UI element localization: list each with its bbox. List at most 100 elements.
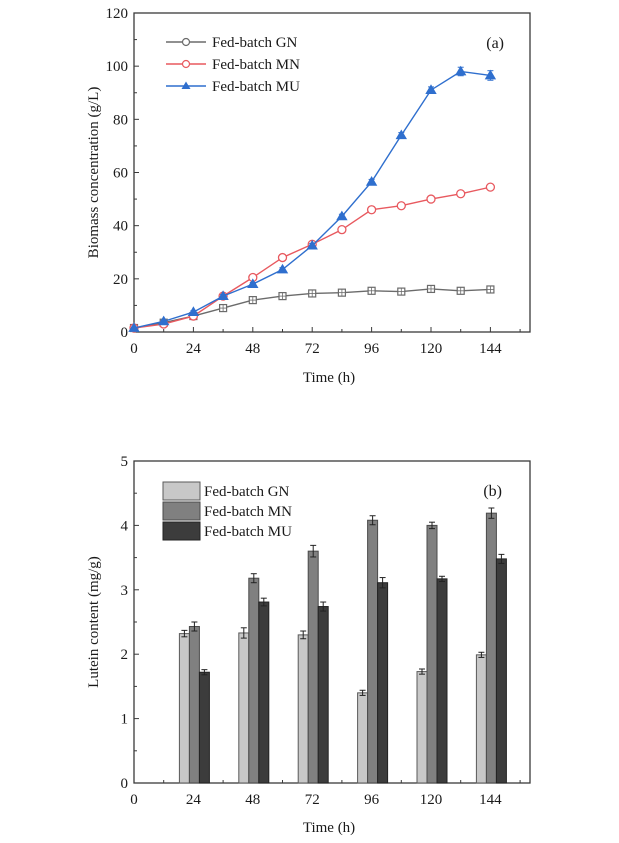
panel-b-y-tick-label: 2 [121,647,129,663]
panel-b-bar [297,634,309,784]
panel-b-x-axis-title: Time (h) [303,820,355,836]
panel-a-x-tick-label: 120 [420,341,443,357]
panel-a-y-tick-label: 120 [106,6,129,22]
panel-a-data-point [456,189,466,199]
panel-a-x-tick-label: 48 [245,341,260,357]
panel-a-x-tick-label: 96 [364,341,380,357]
panel-b-bar [495,558,507,784]
panel-a-legend-marker [181,81,191,89]
panel-b-bar [178,633,190,784]
panel-b-bar [198,671,210,784]
panel-b-legend-swatch [162,481,201,501]
panel-a-y-tick-label: 0 [121,325,129,341]
panel-a-legend-item: Fed-batch GN [166,35,298,51]
panel-a-data-point [455,65,467,76]
panel-a-series-line [133,186,491,329]
panel-b-y-tick-label: 3 [121,583,129,599]
panel-a-data-point [484,69,497,80]
panel-b-x-tick-label: 0 [130,792,138,808]
panel-b-legend-label: Fed-batch GN [204,484,290,500]
panel-a-x-tick-label: 144 [479,341,502,357]
panel-b-x-tick-label: 96 [364,792,380,808]
panel-a-data-point [396,201,406,211]
panel-a-legend-marker [181,37,191,47]
panel-b-legend: Fed-batch GN Fed-batch MN Fed-batch MU [162,481,292,541]
panel-b-bar [367,519,379,784]
panel-b-y-tick-label: 0 [121,776,129,792]
panel-a-data-point [128,322,140,332]
panel-a-series-fed-batch-mu [128,65,497,332]
panel-a-data-point [247,278,259,289]
panel-a-data-point [426,194,436,204]
panel-a-data-point [336,210,348,221]
panel-a-y-tick-label: 80 [113,112,128,128]
panel-a-legend-item: Fed-batch MU [166,79,300,95]
panel-b-legend-item: Fed-batch MU [162,521,292,541]
panel-a-y-tick-label: 20 [113,272,128,288]
panel-a-data-point [158,315,170,326]
panel-a-plot-area: 0 24 48 72 96 120 144 0 20 40 60 80 100 120 [106,6,531,357]
panel-b-x-tick-label: 120 [420,792,443,808]
panel-a-data-point [485,182,496,192]
panel-b-series-fed-batch-mn [188,507,497,784]
panel-b-bar [188,626,200,784]
panel-b-lutein-chart: 0 24 48 72 96 120 144 0 1 2 3 4 5 Time (h) Lutein co… [86,454,531,836]
panel-b-bar [436,578,448,784]
panel-b-series-fed-batch-mu [198,553,507,784]
panel-a-data-point [277,252,288,263]
panel-b-bar [475,654,487,784]
panel-a-x-axis-title: Time (h) [303,370,355,386]
panel-a-data-point [306,239,318,250]
panel-b-plot-area: 0 24 48 72 96 120 144 0 1 2 3 4 5 [121,454,531,808]
panel-b-y-axis-title: Lutein content (mg/g) [86,556,102,688]
panel-a-data-point [276,263,289,274]
panel-a-data-point [366,205,377,215]
panel-b-legend-label: Fed-batch MU [204,524,292,540]
panel-a-series-fed-batch-gn [129,284,495,333]
panel-b-label: (b) [483,483,502,500]
panel-b-x-tick-label: 144 [479,792,502,808]
panel-b-legend-item: Fed-batch MN [162,501,292,521]
panel-b-x-tick-label: 72 [305,792,320,808]
panel-b-bar [485,512,497,784]
panel-b-x-tick-label: 48 [245,792,260,808]
panel-a-data-point [395,129,407,140]
panel-b-bar [357,692,369,784]
panel-a-legend-marker [181,59,191,69]
panel-b-bar [426,524,438,784]
panel-b-y-tick-label: 4 [121,518,129,534]
panel-a-y-tick-label: 40 [113,219,128,235]
panel-b-bar [377,582,389,784]
panel-b-bar [258,601,270,784]
panel-b-legend-item: Fed-batch GN [162,481,290,501]
panel-a-legend-label: Fed-batch MU [212,79,300,95]
panel-a-x-tick-label: 72 [305,341,320,357]
panel-a-data-point [365,176,378,186]
panel-a-data-point [337,225,347,235]
panel-a-data-point [425,84,437,94]
panel-b-y-tick-label: 1 [121,712,129,728]
panel-a-label: (a) [486,35,504,52]
panel-b-legend-swatch [162,521,201,541]
panel-a-legend: Fed-batch GN Fed-batch MN Fed-batch MU [166,35,300,95]
panel-b-legend-label: Fed-batch MN [204,504,292,520]
panel-b-y-tick-label: 5 [121,454,129,470]
panel-b-bar [248,577,260,784]
panel-a-y-tick-label: 100 [106,59,129,75]
panel-a-x-tick-label: 24 [186,341,202,357]
panel-b-bar [307,550,319,784]
panel-a-y-axis-title: Biomass concentration (g/L) [86,87,102,259]
panel-b-bar [238,632,250,784]
panel-b-legend-swatch [162,501,201,521]
panel-a-series-fed-batch-mn [129,182,496,333]
panel-a-data-point [187,306,200,316]
panel-b-x-tick-label: 24 [186,792,202,808]
panel-a-legend-item: Fed-batch MN [166,57,300,73]
panel-b-bar [416,671,428,784]
panel-a-data-point [217,290,229,301]
panel-a-axes-frame [133,12,531,333]
panel-b-bar [317,606,329,784]
panel-a-y-tick-label: 60 [113,166,128,182]
